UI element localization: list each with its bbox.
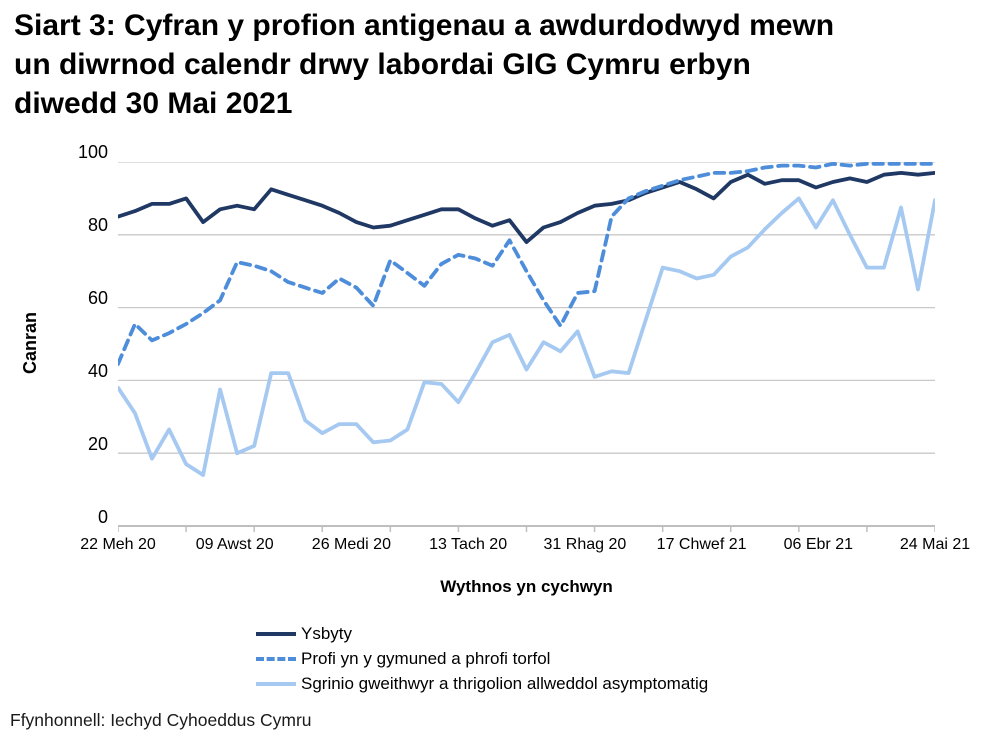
x-tick-7: 24 Mai 21	[899, 536, 971, 553]
legend-item-sgrinio: Sgrinio gweithwyr a thrigolion allweddol…	[256, 671, 708, 696]
y-tick-100: 100	[77, 142, 108, 162]
legend-label-ysbyty: Ysbyty	[301, 623, 353, 643]
source-caption: Ffynhonnell: Iechyd Cyhoeddus Cymru	[10, 710, 312, 730]
y-tick-60: 60	[87, 288, 108, 308]
legend-item-profi: Profi yn y gymuned a phrofi torfol	[256, 646, 708, 671]
line-chart-plot	[118, 162, 935, 532]
y-tick-0: 0	[97, 507, 108, 527]
x-tick-4: 31 Rhag 20	[543, 536, 627, 553]
chart-title-line-1: Siart 3: Cyfran y profion antigenau a aw…	[14, 9, 835, 42]
sgrinio-line-swatch-icon	[256, 681, 296, 686]
x-tick-3: 13 Tach 20	[429, 536, 508, 553]
ysbyty-line-swatch-icon	[256, 631, 296, 636]
legend-label-profi: Profi yn y gymuned a phrofi torfol	[301, 648, 551, 668]
y-tick-80: 80	[87, 215, 108, 235]
x-axis-title: Wythnos yn cychwyn	[440, 577, 613, 596]
legend-item-ysbyty: Ysbyty	[256, 621, 708, 646]
y-tick-40: 40	[87, 361, 108, 381]
chart-title-line-3: diwedd 30 Mai 2021	[14, 87, 293, 120]
x-tick-1: 09 Awst 20	[195, 536, 274, 553]
profi-dashed-line-swatch-icon	[256, 656, 296, 661]
y-axis-title: Canran	[20, 312, 40, 375]
x-tick-0: 22 Meh 20	[80, 536, 156, 553]
x-tick-2: 26 Medi 20	[311, 536, 391, 553]
x-tick-6: 06 Ebr 21	[783, 536, 853, 553]
chart-legend: Ysbyty Profi yn y gymuned a phrofi torfo…	[256, 621, 708, 696]
x-tick-5: 17 Chwef 21	[656, 536, 747, 553]
chart-title: Siart 3: Cyfran y profion antigenau a aw…	[14, 6, 974, 123]
y-tick-20: 20	[87, 434, 108, 454]
chart-title-line-2: un diwrnod calendr drwy labordai GIG Cym…	[14, 48, 751, 81]
legend-label-sgrinio: Sgrinio gweithwyr a thrigolion allweddol…	[301, 673, 709, 693]
